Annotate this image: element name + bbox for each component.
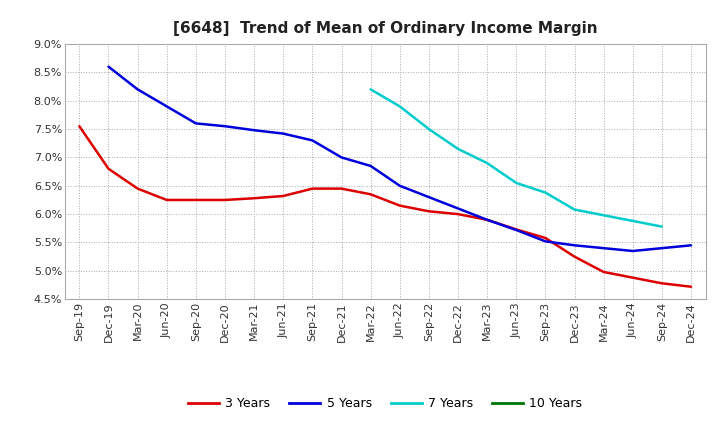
3 Years	[599, 269, 608, 275]
5 Years	[629, 248, 637, 253]
3 Years	[308, 186, 317, 191]
3 Years	[163, 197, 171, 202]
3 Years	[104, 166, 113, 172]
5 Years	[337, 155, 346, 160]
5 Years	[570, 243, 579, 248]
Line: 3 Years: 3 Years	[79, 126, 691, 287]
3 Years	[483, 217, 492, 223]
3 Years	[395, 203, 404, 208]
3 Years	[570, 254, 579, 259]
3 Years	[657, 281, 666, 286]
5 Years	[220, 124, 229, 129]
5 Years	[104, 64, 113, 70]
5 Years	[599, 246, 608, 251]
5 Years	[541, 239, 550, 244]
3 Years	[541, 235, 550, 241]
3 Years	[192, 197, 200, 202]
5 Years	[250, 128, 258, 133]
Legend: 3 Years, 5 Years, 7 Years, 10 Years: 3 Years, 5 Years, 7 Years, 10 Years	[183, 392, 588, 415]
3 Years	[75, 124, 84, 129]
7 Years	[454, 146, 462, 151]
5 Years	[687, 243, 696, 248]
7 Years	[366, 87, 375, 92]
5 Years	[483, 217, 492, 223]
3 Years	[629, 275, 637, 280]
3 Years	[512, 227, 521, 232]
7 Years	[657, 224, 666, 229]
5 Years	[279, 131, 287, 136]
5 Years	[395, 183, 404, 188]
7 Years	[599, 213, 608, 218]
3 Years	[425, 209, 433, 214]
Line: 5 Years: 5 Years	[109, 67, 691, 251]
3 Years	[220, 197, 229, 202]
3 Years	[133, 186, 142, 191]
Line: 7 Years: 7 Years	[371, 89, 662, 227]
5 Years	[163, 104, 171, 109]
7 Years	[483, 161, 492, 166]
3 Years	[279, 193, 287, 198]
5 Years	[133, 87, 142, 92]
5 Years	[192, 121, 200, 126]
5 Years	[657, 246, 666, 251]
3 Years	[366, 192, 375, 197]
3 Years	[454, 212, 462, 217]
5 Years	[425, 194, 433, 200]
3 Years	[337, 186, 346, 191]
5 Years	[308, 138, 317, 143]
7 Years	[541, 190, 550, 195]
5 Years	[512, 227, 521, 233]
7 Years	[570, 207, 579, 212]
5 Years	[366, 163, 375, 169]
7 Years	[425, 126, 433, 132]
Title: [6648]  Trend of Mean of Ordinary Income Margin: [6648] Trend of Mean of Ordinary Income …	[173, 21, 598, 36]
3 Years	[687, 284, 696, 290]
5 Years	[454, 206, 462, 211]
7 Years	[395, 104, 404, 109]
7 Years	[629, 218, 637, 224]
7 Years	[512, 180, 521, 186]
3 Years	[250, 196, 258, 201]
